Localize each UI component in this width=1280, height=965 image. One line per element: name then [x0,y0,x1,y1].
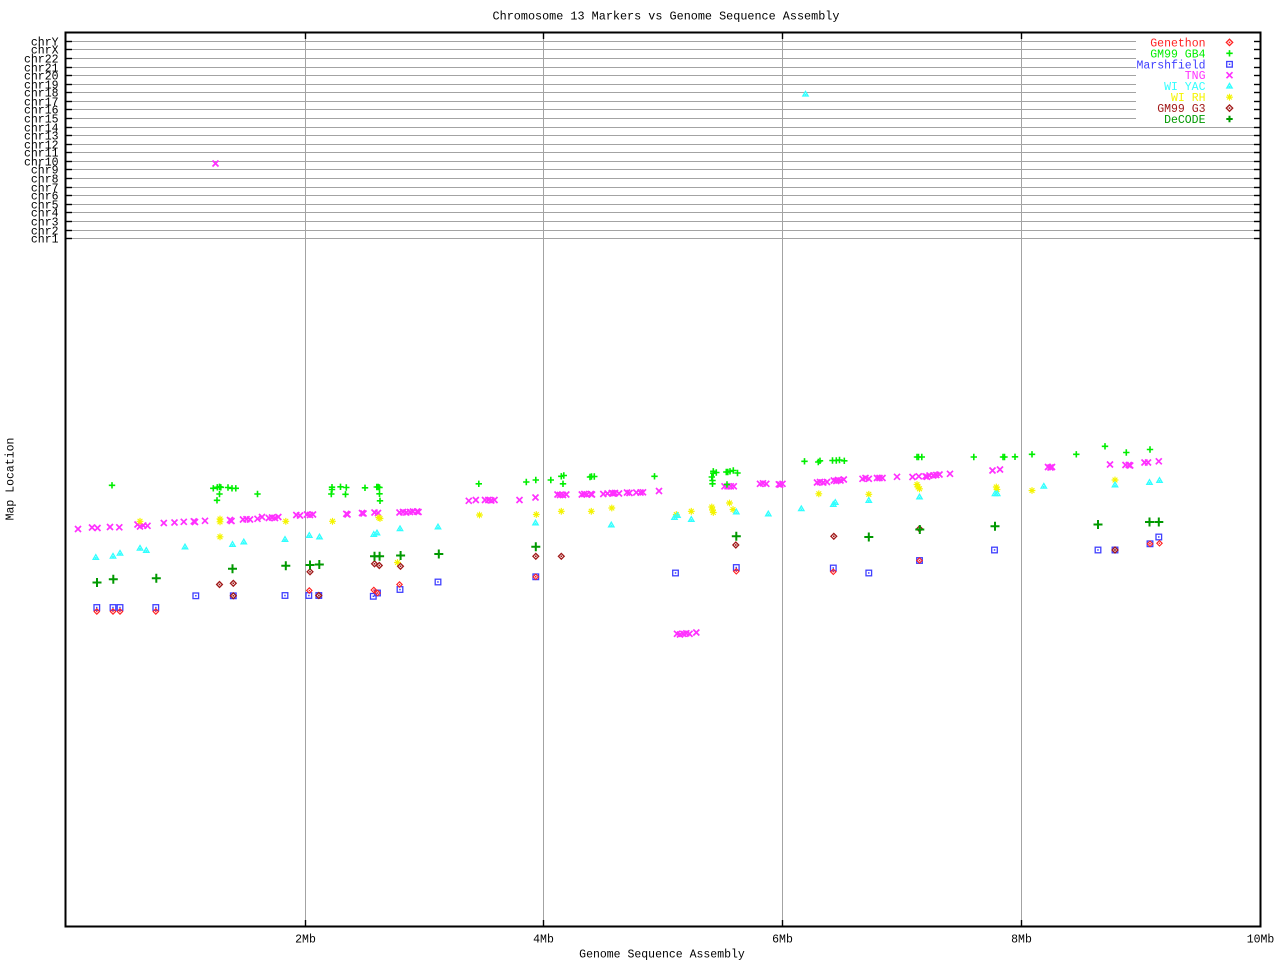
svg-text:chr8: chr8 [31,174,59,187]
svg-text:chr16: chr16 [24,105,59,118]
svg-text:Chromosome 13 Markers vs Genom: Chromosome 13 Markers vs Genome Sequence… [493,10,840,24]
svg-text:8Mb: 8Mb [1011,934,1032,947]
svg-text:GM99 G3: GM99 G3 [1157,103,1205,116]
svg-text:GM99 GB4: GM99 GB4 [1150,48,1205,61]
svg-text:chr12: chr12 [24,140,59,153]
svg-text:chr5: chr5 [31,200,59,213]
svg-text:6Mb: 6Mb [772,934,793,947]
svg-text:DeCODE: DeCODE [1164,114,1206,127]
svg-text:chr11: chr11 [24,148,59,161]
svg-text:chr17: chr17 [24,97,59,110]
svg-text:4Mb: 4Mb [533,934,554,947]
svg-text:chr20: chr20 [24,71,59,84]
svg-text:chr7: chr7 [31,183,59,196]
svg-text:Genome Sequence Assembly: Genome Sequence Assembly [579,949,745,961]
svg-text:chr14: chr14 [24,123,59,136]
svg-text:TNG: TNG [1185,70,1206,83]
svg-text:Marshfield: Marshfield [1136,59,1205,72]
svg-text:chr22: chr22 [24,54,59,67]
svg-text:Map Location: Map Location [5,438,18,521]
svg-text:chr2: chr2 [31,226,59,239]
svg-text:10Mb: 10Mb [1247,934,1275,947]
svg-text:chrY: chrY [31,37,59,50]
svg-text:Genethon: Genethon [1150,37,1205,50]
svg-text:chr15: chr15 [24,114,59,127]
svg-text:chr13: chr13 [24,131,59,144]
svg-text:chrX: chrX [31,45,59,58]
svg-text:chr4: chr4 [31,208,59,221]
svg-text:chr6: chr6 [31,191,59,204]
svg-text:chr21: chr21 [24,63,59,76]
svg-text:chr18: chr18 [24,88,59,101]
svg-text:chr9: chr9 [31,165,59,178]
svg-text:chr10: chr10 [24,157,59,170]
svg-text:chr19: chr19 [24,80,59,93]
svg-text:WI YAC: WI YAC [1164,81,1206,94]
svg-text:chr1: chr1 [31,234,59,247]
svg-text:WI RH: WI RH [1171,92,1206,105]
svg-text:2Mb: 2Mb [295,934,316,947]
svg-text:chr3: chr3 [31,217,59,230]
